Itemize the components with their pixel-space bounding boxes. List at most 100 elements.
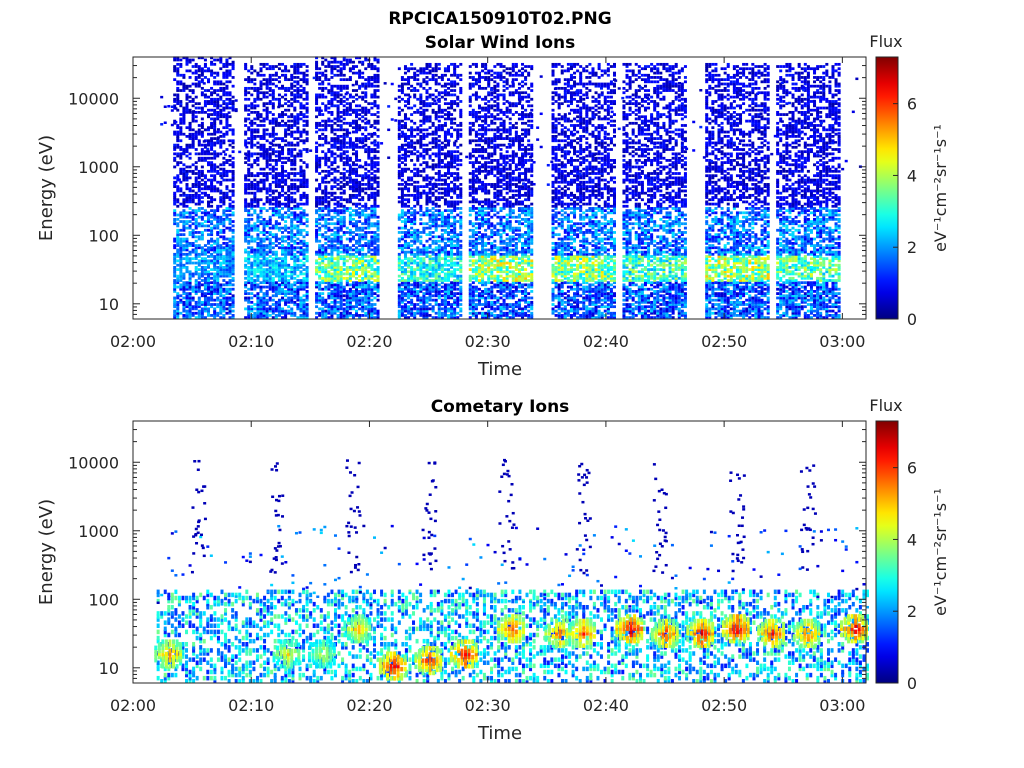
heatmap-cell xyxy=(355,202,359,206)
heatmap-cell xyxy=(200,71,204,75)
heatmap-cell xyxy=(348,300,352,304)
heatmap-cell xyxy=(373,200,377,204)
heatmap-cell xyxy=(200,143,204,147)
heatmap-cell xyxy=(256,235,260,239)
heatmap-cell xyxy=(351,108,355,112)
heatmap-cell xyxy=(324,266,328,269)
heatmap-cell xyxy=(416,290,420,293)
heatmap-cell xyxy=(281,152,285,156)
heatmap-cell xyxy=(336,104,340,108)
heatmap-cell xyxy=(355,261,359,265)
heatmap-cell xyxy=(305,97,309,101)
heatmap-cell xyxy=(225,126,229,130)
heatmap-cell xyxy=(330,130,334,134)
heatmap-cell xyxy=(185,165,189,169)
heatmap-cell xyxy=(376,115,380,119)
heatmap-cell xyxy=(281,292,285,295)
heatmap-cell xyxy=(207,276,211,280)
heatmap-cell xyxy=(219,119,223,123)
heatmap-cell xyxy=(348,143,352,147)
heatmap-cell xyxy=(256,187,260,191)
heatmap-cell xyxy=(336,91,340,95)
heatmap-cell xyxy=(367,148,371,151)
heatmap-cell xyxy=(185,204,189,208)
heatmap-cell xyxy=(222,220,226,223)
heatmap-cell xyxy=(191,248,195,252)
heatmap-cell xyxy=(355,228,359,232)
heatmap-cell xyxy=(333,222,337,226)
heatmap-cell xyxy=(200,91,204,95)
heatmap-cell xyxy=(358,124,362,127)
heatmap-cell xyxy=(327,150,331,154)
heatmap-cell xyxy=(299,217,303,221)
heatmap-cell xyxy=(284,263,288,267)
heatmap-cell xyxy=(188,252,192,256)
heatmap-cell xyxy=(333,185,337,188)
heatmap-cell xyxy=(422,281,426,285)
heatmap-cell xyxy=(400,84,404,88)
heatmap-cell xyxy=(210,259,214,263)
heatmap-cell xyxy=(342,108,346,112)
heatmap-cell xyxy=(315,231,319,234)
heatmap-cell xyxy=(197,305,201,309)
heatmap-cell xyxy=(179,257,183,261)
heatmap-cell xyxy=(200,124,204,127)
heatmap-cell xyxy=(330,281,334,285)
heatmap-cell xyxy=(228,73,232,77)
heatmap-cell xyxy=(247,233,251,237)
heatmap-cell xyxy=(321,209,325,213)
heatmap-cell xyxy=(348,228,352,232)
heatmap-cell xyxy=(330,279,334,282)
heatmap-cell xyxy=(197,276,201,280)
heatmap-cell xyxy=(336,135,340,138)
heatmap-cell xyxy=(268,65,272,68)
heatmap-cell xyxy=(287,250,291,254)
heatmap-cell xyxy=(173,132,177,136)
heatmap-cell xyxy=(342,255,346,258)
heatmap-cell xyxy=(296,298,300,302)
heatmap-cell xyxy=(250,174,254,178)
heatmap-cell xyxy=(333,180,337,184)
heatmap-cell xyxy=(407,93,411,97)
heatmap-cell xyxy=(407,235,411,239)
heatmap-cell xyxy=(253,224,257,228)
heatmap-cell xyxy=(274,159,278,162)
heatmap-cell xyxy=(330,113,334,116)
heatmap-cell xyxy=(376,121,380,125)
heatmap-cell xyxy=(182,283,186,287)
heatmap-cell xyxy=(410,309,414,313)
heatmap-cell xyxy=(259,91,263,95)
heatmap-cell xyxy=(299,193,303,197)
heatmap-cell xyxy=(370,135,374,138)
heatmap-cell xyxy=(277,272,281,276)
heatmap-cell xyxy=(191,261,195,265)
heatmap-cell xyxy=(373,296,377,300)
heatmap-cell xyxy=(299,78,303,82)
heatmap-cell xyxy=(290,290,294,293)
heatmap-cell xyxy=(400,130,404,134)
heatmap-cell xyxy=(228,266,232,269)
heatmap-cell xyxy=(213,281,217,285)
heatmap-cell xyxy=(173,222,177,226)
heatmap-cell xyxy=(330,167,334,171)
heatmap-cell xyxy=(299,241,303,245)
heatmap-cell xyxy=(302,180,306,184)
heatmap-cell xyxy=(228,259,232,263)
heatmap-cell xyxy=(271,180,275,184)
heatmap-cell xyxy=(281,217,285,221)
heatmap-cell xyxy=(373,169,377,173)
heatmap-cell xyxy=(339,196,343,199)
heatmap-cell xyxy=(188,274,192,278)
heatmap-cell xyxy=(250,163,254,167)
heatmap-cell xyxy=(327,272,331,276)
heatmap-cell xyxy=(318,207,322,210)
heatmap-cell xyxy=(422,316,426,319)
heatmap-cell xyxy=(336,119,340,123)
heatmap-cell xyxy=(339,176,343,180)
heatmap-cell xyxy=(355,276,359,280)
heatmap-cell xyxy=(425,290,429,293)
heatmap-cell xyxy=(370,187,374,191)
heatmap-cell xyxy=(194,281,198,285)
heatmap-cell xyxy=(407,209,411,213)
heatmap-cell xyxy=(416,139,420,143)
